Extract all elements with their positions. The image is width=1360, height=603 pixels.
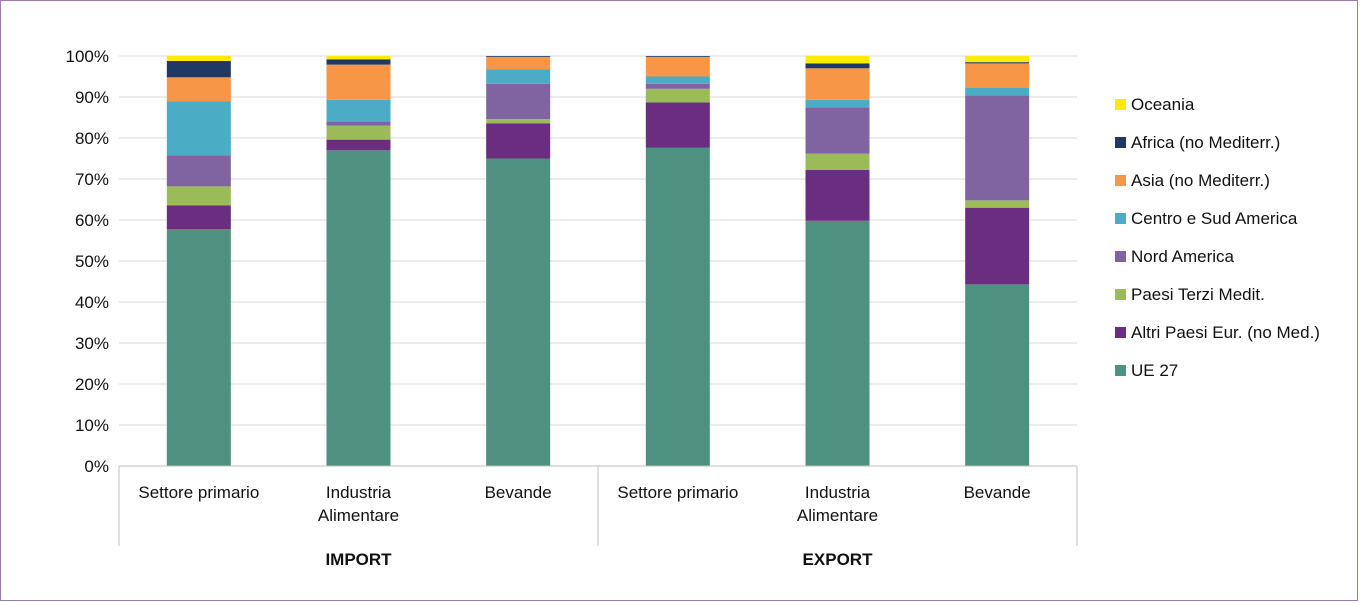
- legend-swatch: [1115, 99, 1126, 110]
- bar-segment: [486, 56, 551, 70]
- bar-segment: [965, 207, 1030, 285]
- bar-segment: [965, 63, 1030, 88]
- bar-segment: [326, 64, 391, 100]
- gridlines: [119, 55, 1077, 426]
- y-tick-label: 50%: [75, 252, 109, 271]
- y-tick-label: 70%: [75, 170, 109, 189]
- x-category-label: Bevande: [964, 483, 1031, 502]
- bar-segment: [965, 200, 1030, 208]
- bar-segment: [326, 150, 391, 467]
- bar-segment: [805, 63, 870, 69]
- bar-segment: [166, 56, 231, 61]
- y-axis-ticks: 0% 10% 20% 30% 40% 50% 60% 70% 80% 90% 100%: [66, 47, 109, 476]
- y-tick-label: 90%: [75, 88, 109, 107]
- legend-label: Nord America: [1131, 247, 1235, 266]
- bar-segment: [166, 186, 231, 206]
- bar-segment: [486, 83, 551, 120]
- bar-segment: [965, 95, 1030, 201]
- legend-swatch: [1115, 365, 1126, 376]
- bar-segment: [486, 158, 551, 466]
- y-tick-label: 10%: [75, 416, 109, 435]
- bar-segment: [166, 155, 231, 187]
- legend-swatch: [1115, 251, 1126, 262]
- bar-segment: [805, 56, 870, 64]
- bar-segment: [166, 101, 231, 156]
- bar-segment: [805, 153, 870, 170]
- bar-segment: [166, 77, 231, 102]
- legend-swatch: [1115, 137, 1126, 148]
- legend: Oceania Africa (no Mediterr.) Asia (no Med…: [1115, 95, 1320, 380]
- x-category-label: Settore primario: [138, 483, 259, 502]
- y-tick-label: 40%: [75, 293, 109, 312]
- bar-segment: [326, 56, 391, 60]
- bar-segment: [965, 62, 1030, 64]
- legend-swatch: [1115, 289, 1126, 300]
- bar-segment: [326, 121, 391, 126]
- y-tick-label: 60%: [75, 211, 109, 230]
- bar-segment: [645, 83, 710, 89]
- x-group-label: EXPORT: [803, 550, 874, 569]
- x-group-label: IMPORT: [325, 550, 392, 569]
- y-tick-label: 80%: [75, 129, 109, 148]
- bar-segment: [645, 147, 710, 466]
- bar-segment: [645, 56, 710, 77]
- bar-segment: [805, 169, 870, 221]
- bar-segment: [965, 284, 1030, 466]
- bar-segment: [486, 119, 551, 124]
- bar-segment: [166, 60, 231, 78]
- legend-label: Centro e Sud America: [1131, 209, 1298, 228]
- x-category-label: Industria: [805, 483, 871, 502]
- y-tick-label: 100%: [66, 47, 109, 66]
- x-axis: Settore primario Industria Alimentare Bevan…: [118, 465, 1078, 569]
- bar-segment: [326, 99, 391, 122]
- bar-segment: [645, 88, 710, 103]
- x-category-label: Bevande: [485, 483, 552, 502]
- legend-label: UE 27: [1131, 361, 1178, 380]
- bar-segment: [645, 56, 710, 57]
- bar-segment: [645, 76, 710, 84]
- legend-label: Altri Paesi Eur. (no Med.): [1131, 323, 1320, 342]
- bar-segment: [486, 69, 551, 84]
- legend-swatch: [1115, 327, 1126, 338]
- bar-segment: [326, 139, 391, 151]
- x-category-label: Alimentare: [797, 506, 878, 525]
- bar-segment: [805, 99, 870, 108]
- legend-label: Africa (no Mediterr.): [1131, 133, 1280, 152]
- bars: [166, 56, 1030, 467]
- bar-segment: [326, 125, 391, 140]
- bar-segment: [805, 107, 870, 154]
- y-tick-label: 30%: [75, 334, 109, 353]
- bar-segment: [805, 220, 870, 466]
- bar-segment: [166, 205, 231, 230]
- bar-segment: [805, 68, 870, 100]
- bar-segment: [326, 59, 391, 65]
- bar-segment: [166, 229, 231, 466]
- y-tick-label: 20%: [75, 375, 109, 394]
- bar-segment: [645, 102, 710, 148]
- x-category-label: Settore primario: [617, 483, 738, 502]
- bar-segment: [486, 123, 551, 159]
- y-tick-label: 0%: [84, 457, 109, 476]
- x-category-label: Industria: [326, 483, 392, 502]
- legend-swatch: [1115, 213, 1126, 224]
- x-category-label: Alimentare: [318, 506, 399, 525]
- legend-label: Asia (no Mediterr.): [1131, 171, 1270, 190]
- bar-segment: [486, 56, 551, 57]
- legend-label: Paesi Terzi Medit.: [1131, 285, 1265, 304]
- legend-label: Oceania: [1131, 95, 1195, 114]
- bar-segment: [965, 56, 1030, 63]
- legend-swatch: [1115, 175, 1126, 186]
- bar-segment: [965, 87, 1030, 96]
